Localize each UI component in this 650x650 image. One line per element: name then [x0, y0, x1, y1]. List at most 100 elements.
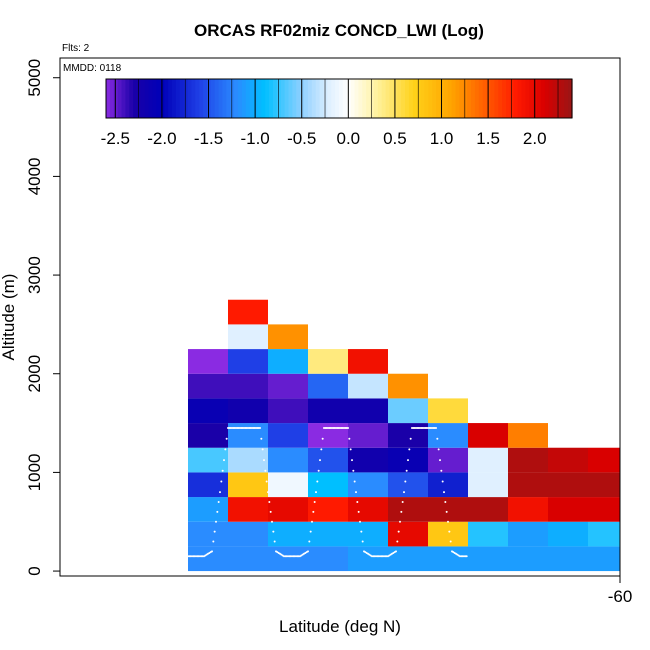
heatmap-cell — [548, 472, 588, 498]
track-point — [440, 469, 443, 472]
track-point — [164, 437, 167, 440]
heatmap-cell — [428, 447, 468, 473]
track-point — [260, 437, 263, 440]
colorbar-segment — [245, 79, 251, 118]
colorbar-segment — [280, 79, 286, 118]
y-tick-label: 3000 — [25, 256, 44, 294]
colorbar-segment — [214, 79, 220, 118]
colorbar-segment — [210, 79, 216, 118]
track-point — [321, 437, 324, 440]
colorbar-segment — [206, 79, 212, 118]
colorbar-segment — [502, 79, 507, 118]
heatmap-cell — [188, 398, 228, 424]
heatmap-cell — [188, 423, 228, 448]
colorbar-segment — [521, 79, 526, 118]
colorbar-segment — [238, 79, 243, 118]
colorbar-segment — [385, 79, 391, 118]
track-point — [169, 480, 172, 483]
track-point — [111, 520, 113, 523]
colorbar-segment — [121, 79, 127, 118]
colorbar-segment — [412, 79, 418, 118]
track-point — [215, 520, 217, 523]
track-point — [272, 530, 275, 533]
colorbar-segment — [416, 79, 422, 118]
heatmap-cell — [508, 423, 548, 448]
heatmap-cell — [348, 472, 388, 498]
track-point — [165, 448, 168, 451]
track-point — [320, 448, 323, 451]
colorbar-segment — [560, 79, 565, 118]
track-point — [168, 469, 171, 472]
colorbar-segment — [401, 79, 406, 118]
colorbar-tick-label: -1.5 — [194, 129, 223, 148]
colorbar-segment — [552, 79, 558, 118]
colorbar-segment — [241, 79, 247, 118]
colorbar-segment — [331, 79, 336, 118]
heatmap-cell — [228, 497, 268, 522]
track-point — [399, 520, 401, 523]
heatmap-cell — [428, 521, 468, 547]
track-point — [351, 459, 353, 462]
colorbar-segment — [362, 79, 367, 118]
track-point — [219, 491, 221, 494]
heatmap-cell — [508, 472, 548, 498]
colorbar-segment — [339, 79, 344, 118]
heatmap-cell — [428, 472, 468, 498]
track-point — [121, 437, 124, 440]
colorbar-segment — [439, 79, 445, 118]
colorbar-segment — [218, 79, 224, 118]
colorbar-segment — [129, 79, 134, 118]
colorbar-segment — [152, 79, 158, 118]
colorbar-segment — [140, 79, 146, 118]
track-point — [309, 530, 312, 533]
heatmap-cell — [388, 521, 428, 547]
heatmap-cell — [308, 447, 348, 473]
heatmap-cell — [268, 521, 308, 547]
track-point — [313, 501, 316, 503]
heatmap-cell — [228, 324, 268, 350]
track-point — [437, 448, 440, 451]
colorbar-segment — [346, 79, 352, 118]
colorbar-segment — [148, 79, 154, 118]
colorbar-segment — [459, 79, 464, 118]
heatmap-cell — [508, 447, 548, 473]
track-point — [396, 540, 399, 543]
colorbar-segment — [517, 79, 523, 118]
track-point — [408, 448, 411, 451]
track-point — [403, 491, 405, 494]
colorbar-segment — [447, 79, 453, 118]
heatmap-cell — [228, 546, 268, 572]
heatmap-cell — [188, 497, 228, 522]
colorbar-segment — [529, 79, 534, 118]
heatmap-cell — [588, 447, 620, 473]
track-point — [224, 448, 227, 451]
colorbar-segment — [428, 79, 433, 118]
colorbar-segment — [183, 79, 189, 118]
heatmap-cell — [548, 546, 588, 572]
heatmap-cell — [548, 497, 588, 522]
colorbar: -2.5 -2.0 -1.5 -1.0 -0.5 0.0 0.5 1.0 1.5 2.0 — [101, 78, 573, 148]
heatmap-cell — [588, 546, 620, 572]
track-point — [448, 530, 451, 533]
track-point — [259, 427, 261, 429]
colorbar-segment — [544, 79, 550, 118]
colorbar-segment — [525, 79, 530, 118]
colorbar-segment — [568, 79, 573, 118]
colorbar-segment — [144, 79, 150, 118]
colorbar-segment — [436, 79, 441, 118]
track-point — [312, 510, 315, 513]
colorbar-segment — [537, 79, 542, 118]
track-point — [449, 540, 452, 543]
track-point — [359, 520, 361, 523]
colorbar-segment — [113, 79, 119, 118]
colorbar-segment — [315, 79, 321, 118]
flight-track — [91, 427, 468, 558]
track-point — [261, 448, 264, 451]
track-point — [220, 480, 223, 483]
colorbar-segment — [284, 79, 290, 118]
heatmap-cell — [228, 398, 268, 424]
colorbar-segment — [160, 79, 165, 118]
track-point — [307, 550, 309, 553]
heatmap-cell — [268, 472, 308, 498]
colorbar-segment — [179, 79, 185, 118]
